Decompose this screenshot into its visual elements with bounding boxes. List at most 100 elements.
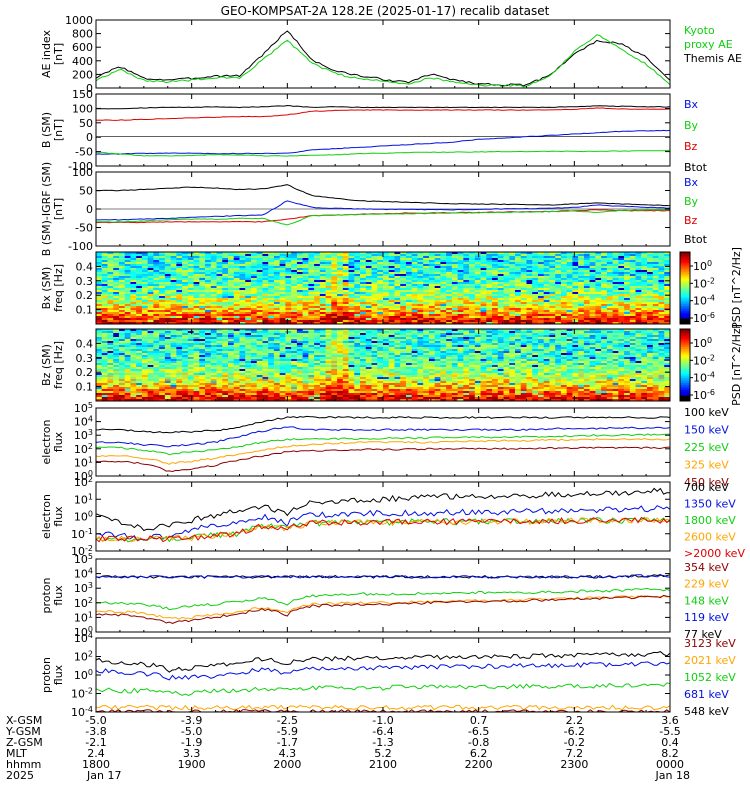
psd-cell (389, 274, 395, 276)
psd-cell (234, 278, 240, 280)
psd-cell (549, 258, 555, 260)
psd-cell (182, 369, 188, 371)
psd-cell (182, 274, 188, 276)
psd-cell (228, 282, 234, 284)
psd-cell (125, 266, 131, 268)
psd-cell (538, 302, 544, 304)
psd-cell (400, 254, 406, 256)
psd-cell (222, 298, 228, 300)
psd-cell (268, 361, 274, 363)
psd-cell (113, 316, 119, 318)
psd-cell (285, 260, 291, 262)
psd-cell (182, 335, 188, 337)
psd-cell (159, 361, 165, 363)
psd-cell (136, 371, 142, 373)
psd-cell (262, 375, 268, 377)
psd-cell (234, 353, 240, 355)
psd-cell (578, 256, 584, 258)
psd-cell (113, 377, 119, 379)
psd-cell (400, 298, 406, 300)
psd-cell (515, 292, 521, 294)
psd-cell (521, 274, 527, 276)
psd-cell (664, 272, 670, 274)
psd-cell (435, 318, 441, 320)
psd-cell (475, 264, 481, 266)
psd-cell (130, 389, 136, 391)
psd-cell (222, 349, 228, 351)
psd-cell (618, 272, 624, 274)
psd-cell (636, 286, 642, 288)
legend-label: Themis AE (683, 52, 742, 65)
psd-cell (217, 284, 223, 286)
psd-cell (182, 318, 188, 320)
psd-cell (532, 314, 538, 316)
psd-cell (257, 314, 263, 316)
psd-cell (280, 290, 286, 292)
psd-cell (142, 393, 148, 395)
psd-cell (211, 306, 217, 308)
psd-cell (125, 280, 131, 282)
psd-cell (469, 302, 475, 304)
psd-cell (641, 286, 647, 288)
psd-cell (567, 292, 573, 294)
psd-cell (182, 355, 188, 357)
psd-cell (641, 260, 647, 262)
psd-cell (377, 280, 383, 282)
psd-cell (188, 274, 194, 276)
psd-cell (417, 296, 423, 298)
psd-cell (555, 304, 561, 306)
psd-cell (360, 256, 366, 258)
psd-cell (337, 274, 343, 276)
psd-cell (618, 254, 624, 256)
psd-cell (423, 294, 429, 296)
psd-cell (486, 266, 492, 268)
psd-cell (211, 300, 217, 302)
psd-cell (217, 381, 223, 383)
psd-cell (194, 381, 200, 383)
psd-cell (343, 282, 349, 284)
psd-cell (159, 278, 165, 280)
psd-cell (555, 288, 561, 290)
psd-cell (153, 333, 159, 335)
psd-cell (607, 260, 613, 262)
psd-cell (607, 274, 613, 276)
psd-cell (102, 286, 108, 288)
psd-cell (222, 377, 228, 379)
psd-cell (331, 284, 337, 286)
psd-cell (165, 262, 171, 264)
psd-cell (394, 308, 400, 310)
psd-cell (549, 288, 555, 290)
psd-cell (176, 300, 182, 302)
psd-cell (469, 262, 475, 264)
psd-cell (618, 294, 624, 296)
psd-cell (159, 268, 165, 270)
psd-cell (194, 300, 200, 302)
psd-cell (366, 280, 372, 282)
psd-cell (222, 379, 228, 381)
psd-cell (136, 266, 142, 268)
psd-cell (366, 278, 372, 280)
psd-cell (400, 260, 406, 262)
psd-cell (285, 272, 291, 274)
psd-cell (113, 308, 119, 310)
psd-cell (136, 363, 142, 365)
psd-cell (613, 290, 619, 292)
psd-cell (130, 270, 136, 272)
psd-cell (303, 308, 309, 310)
psd-cell (217, 280, 223, 282)
psd-cell (613, 312, 619, 314)
psd-cell (125, 385, 131, 387)
psd-cell (641, 302, 647, 304)
y-axis-label: [nT] (52, 43, 65, 65)
psd-cell (366, 286, 372, 288)
psd-cell (532, 254, 538, 256)
psd-cell (240, 262, 246, 264)
psd-cell (107, 268, 113, 270)
psd-cell (245, 280, 251, 282)
psd-cell (228, 365, 234, 367)
psd-cell (613, 274, 619, 276)
psd-cell (417, 314, 423, 316)
psd-cell (119, 379, 125, 381)
psd-cell (228, 316, 234, 318)
psd-cell (618, 318, 624, 320)
